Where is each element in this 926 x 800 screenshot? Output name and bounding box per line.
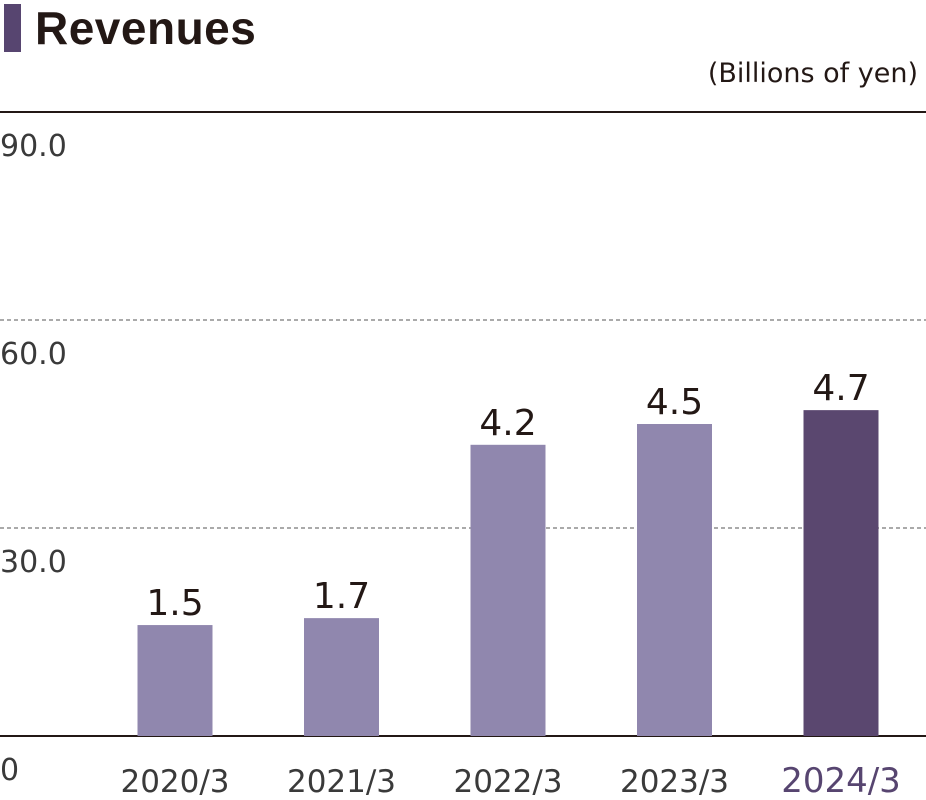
x-tick-label: 2024/3 — [781, 761, 901, 800]
bar-2020-3 — [137, 625, 213, 736]
x-tick-label: 2021/3 — [287, 764, 396, 800]
bar-2021-3 — [304, 618, 379, 736]
y-tick-label: 90.0 — [0, 129, 67, 164]
value-label: 1.5 — [146, 583, 203, 624]
y-tick-label: 60.0 — [0, 337, 67, 372]
y-tick-label: 30.0 — [0, 545, 67, 580]
value-labels: 1.5 1.7 4.2 4.5 4.7 — [146, 368, 869, 624]
x-tick-label: 2023/3 — [620, 764, 729, 800]
x-tick-label: 2022/3 — [453, 764, 562, 800]
unit-label: (Billions of yen) — [707, 58, 918, 89]
bar-2022-3 — [470, 444, 546, 736]
value-label: 4.5 — [646, 382, 703, 423]
y-tick-label: 0 — [0, 753, 19, 788]
y-tick-labels: 0 30.0 60.0 90.0 — [0, 129, 67, 788]
x-tick-labels: 2020/3 2021/3 2022/3 2023/3 2024/3 — [120, 761, 900, 800]
value-label: 4.2 — [479, 403, 536, 444]
bar-2023-3 — [637, 424, 712, 736]
bars — [137, 410, 879, 736]
x-tick-label: 2020/3 — [120, 764, 229, 800]
chart-title: Revenues — [35, 2, 257, 54]
value-label: 4.7 — [812, 368, 869, 409]
chart-title-block: Revenues — [4, 2, 256, 54]
bar-2024-3 — [803, 410, 879, 736]
value-label: 1.7 — [313, 576, 370, 617]
title-accent-bar — [4, 4, 21, 52]
